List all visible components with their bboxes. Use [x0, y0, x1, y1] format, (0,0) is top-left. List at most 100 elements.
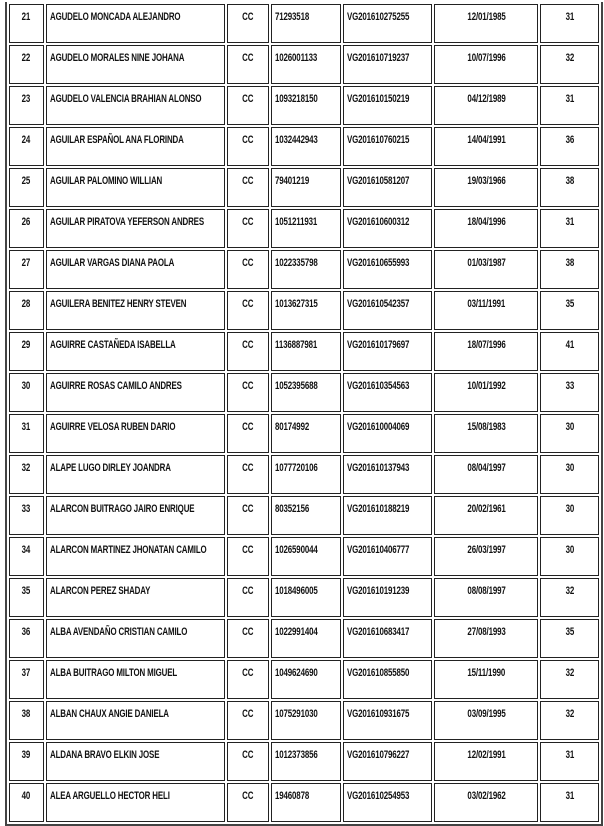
full-name: ALEA ARGUELLO HECTOR HELI — [49, 790, 170, 802]
id-number: 1032442943 — [275, 134, 319, 146]
birth-date: 08/04/1997 — [466, 462, 506, 474]
table-row: 39 ALDANA BRAVO ELKIN JOSE CC 1012373856 VG2… — [9, 742, 599, 781]
full-name-cell: ALBA BUITRAGO MILTON MIGUEL — [45, 660, 225, 699]
value-cell: 38 — [539, 168, 599, 207]
birth-date-cell: 10/01/1992 — [434, 373, 538, 412]
full-name: AGUILERA BENITEZ HENRY STEVEN — [49, 298, 186, 310]
id-number-cell: 80174992 — [271, 414, 341, 453]
full-name-cell: ALBAN CHAUX ANGIE DANIELA — [45, 701, 225, 740]
document-type: CC — [242, 216, 254, 228]
table-row: 30 AGUIRRE ROSAS CAMILO ANDRES CC 105239568… — [9, 373, 599, 412]
row-number-cell: 32 — [9, 455, 44, 494]
birth-date: 14/04/1991 — [466, 134, 506, 146]
value: 30 — [565, 503, 574, 515]
document-type-cell: CC — [226, 45, 270, 84]
value-cell: 30 — [539, 537, 599, 576]
full-name-cell: ALARCON PEREZ SHADAY — [45, 578, 225, 617]
full-name: AGUILAR ESPAÑOL ANA FLORINDA — [49, 134, 184, 146]
birth-date-cell: 04/12/1989 — [434, 86, 538, 125]
value: 30 — [565, 544, 574, 556]
birth-date: 19/03/1966 — [466, 175, 506, 187]
full-name: ALARCON PEREZ SHADAY — [49, 585, 150, 597]
id-number: 80352156 — [275, 503, 310, 515]
row-number-cell: 33 — [9, 496, 44, 535]
id-number: 1022335798 — [275, 257, 319, 269]
value-cell: 32 — [539, 660, 599, 699]
id-number: 1093218150 — [275, 93, 319, 105]
id-number-cell: 79401219 — [271, 168, 341, 207]
row-number: 32 — [22, 462, 31, 474]
row-number-cell: 35 — [9, 578, 44, 617]
id-number: 1013627315 — [275, 298, 319, 310]
registration-code: VG201610354563 — [346, 380, 409, 392]
full-name: AGUDELO MONCADA ALEJANDRO — [49, 11, 181, 23]
value-cell: 30 — [539, 496, 599, 535]
full-name-cell: ALARCON MARTINEZ JHONATAN CAMILO — [45, 537, 225, 576]
document-type: CC — [242, 11, 254, 23]
full-name: AGUIRRE VELOSA RUBEN DARIO — [49, 421, 175, 433]
document-type-cell: CC — [226, 209, 270, 248]
registration-code-cell: VG201610406777 — [342, 537, 433, 576]
registration-code: VG201610150219 — [346, 93, 409, 105]
value-cell: 31 — [539, 4, 599, 43]
document-type-cell: CC — [226, 127, 270, 166]
birth-date: 12/02/1991 — [466, 749, 506, 761]
document-type-cell: CC — [226, 414, 270, 453]
id-number-cell: 1051211931 — [271, 209, 341, 248]
id-number-cell: 71293518 — [271, 4, 341, 43]
id-number-cell: 1075291030 — [271, 701, 341, 740]
id-number-cell: 1018496005 — [271, 578, 341, 617]
document-type-cell: CC — [226, 619, 270, 658]
id-number: 1018496005 — [275, 585, 319, 597]
document-type: CC — [242, 298, 254, 310]
table-row: 25 AGUILAR PALOMINO WILLIAN CC 79401219 VG20… — [9, 168, 599, 207]
value-cell: 35 — [539, 291, 599, 330]
row-number: 31 — [22, 421, 31, 433]
document-type-cell: CC — [226, 578, 270, 617]
row-number-cell: 34 — [9, 537, 44, 576]
document-type: CC — [242, 175, 254, 187]
row-number: 28 — [22, 298, 31, 310]
value-cell: 32 — [539, 45, 599, 84]
registration-code: VG201610004069 — [346, 421, 409, 433]
id-number: 1026001133 — [275, 52, 318, 64]
id-number: 79401219 — [275, 175, 310, 187]
registration-code-cell: VG201610275255 — [342, 4, 433, 43]
full-name-cell: ALEA ARGUELLO HECTOR HELI — [45, 783, 225, 822]
id-number-cell: 1022991404 — [271, 619, 341, 658]
row-number-cell: 22 — [9, 45, 44, 84]
birth-date-cell: 15/11/1990 — [434, 660, 538, 699]
full-name: AGUIRRE CASTAÑEDA ISABELLA — [49, 339, 176, 351]
id-number: 19460878 — [275, 790, 310, 802]
table-row: 33 ALARCON BUITRAGO JAIRO ENRIQUE CC 803521… — [9, 496, 599, 535]
row-number: 21 — [22, 11, 31, 23]
full-name-cell: AGUIRRE VELOSA RUBEN DARIO — [45, 414, 225, 453]
row-number: 33 — [22, 503, 31, 515]
document-type-cell: CC — [226, 660, 270, 699]
registration-code-cell: VG201610354563 — [342, 373, 433, 412]
value-cell: 33 — [539, 373, 599, 412]
birth-date: 10/01/1992 — [466, 380, 506, 392]
id-number-cell: 1022335798 — [271, 250, 341, 289]
row-number: 22 — [22, 52, 31, 64]
full-name: AGUIRRE ROSAS CAMILO ANDRES — [49, 380, 182, 392]
document-type-cell: CC — [226, 455, 270, 494]
full-name: ALARCON MARTINEZ JHONATAN CAMILO — [49, 544, 207, 556]
full-name: ALARCON BUITRAGO JAIRO ENRIQUE — [49, 503, 195, 515]
full-name-cell: ALAPE LUGO DIRLEY JOANDRA — [45, 455, 225, 494]
full-name: ALBA AVENDAÑO CRISTIAN CAMILO — [49, 626, 187, 638]
full-name: AGUILAR PIRATOVA YEFERSON ANDRES — [49, 216, 204, 228]
registration-code: VG201610760215 — [346, 134, 409, 146]
id-number: 1136887981 — [275, 339, 318, 351]
birth-date: 27/08/1993 — [466, 626, 506, 638]
value: 30 — [565, 421, 574, 433]
full-name-cell: AGUDELO MORALES NINE JOHANA — [45, 45, 225, 84]
full-name-cell: ALARCON BUITRAGO JAIRO ENRIQUE — [45, 496, 225, 535]
registration-code-cell: VG201610581207 — [342, 168, 433, 207]
registration-code-cell: VG201610760215 — [342, 127, 433, 166]
value-cell: 31 — [539, 783, 599, 822]
value: 32 — [565, 585, 574, 597]
id-number: 1022991404 — [275, 626, 319, 638]
birth-date: 04/12/1989 — [466, 93, 506, 105]
document-type: CC — [242, 544, 254, 556]
